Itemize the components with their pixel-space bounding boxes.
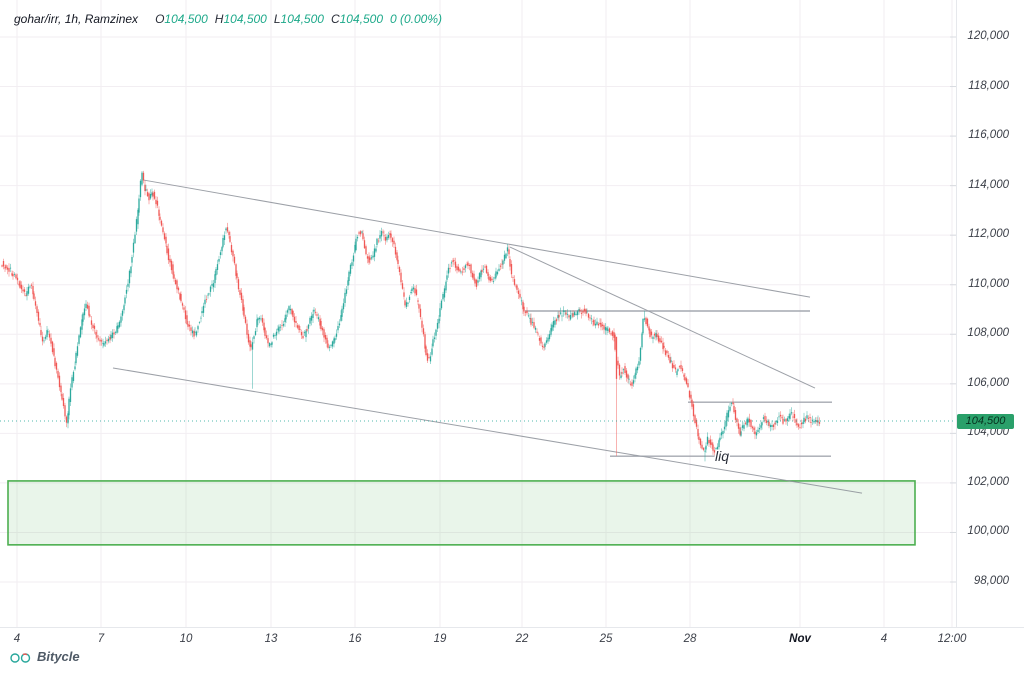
bitycle-brand-text: Bitycle xyxy=(37,649,80,664)
lower-trendline[interactable] xyxy=(112,367,863,494)
low-label: L xyxy=(273,12,281,26)
price-axis-label: 102,000 xyxy=(967,475,1009,488)
time-axis-label: 13 xyxy=(264,633,278,645)
time-axis-label: 4 xyxy=(13,633,21,645)
change-value: 0 (0.00%) xyxy=(390,12,443,26)
upper-trendline[interactable] xyxy=(142,179,811,298)
time-axis-label: 22 xyxy=(515,633,529,645)
down-candle-bodies xyxy=(1,172,821,453)
time-axis-label: 25 xyxy=(599,633,613,645)
high-value: 104,500 xyxy=(223,12,267,26)
down-candle-wicks xyxy=(1,170,820,456)
close-value: 104,500 xyxy=(339,12,383,26)
price-axis-label: 112,000 xyxy=(968,228,1009,241)
liq-label[interactable]: liq xyxy=(713,447,730,466)
inner-trendline[interactable] xyxy=(509,246,816,389)
open-value: 104,500 xyxy=(164,12,208,26)
time-axis-label: 12:00 xyxy=(937,633,967,645)
up-candle-bodies xyxy=(9,172,819,452)
time-axis-label: 19 xyxy=(433,633,447,645)
time-axis-label: 28 xyxy=(683,633,697,645)
price-axis-label: 114,000 xyxy=(968,178,1009,191)
time-axis[interactable]: 4 7 10 13 16 19 22 25 28 Nov 4 12:00 xyxy=(0,627,1024,650)
bitycle-watermark: Bitycle xyxy=(10,649,80,664)
candles xyxy=(1,170,821,462)
time-axis-label: Nov xyxy=(789,633,811,645)
price-axis-label: 110,000 xyxy=(968,277,1009,290)
time-axis-label: 4 xyxy=(880,633,888,645)
annotations xyxy=(112,179,863,494)
price-axis-label: 100,000 xyxy=(967,525,1009,538)
current-price-badge: 104,500 xyxy=(957,414,1014,429)
chart-legend: gohar/irr, 1h, Ramzinex O104,500 H104,500 L… xyxy=(14,12,442,26)
time-axis-label: 10 xyxy=(179,633,193,645)
time-axis-label: 7 xyxy=(97,633,105,645)
price-axis-label: 106,000 xyxy=(967,376,1009,389)
symbol-title[interactable]: gohar/irr, 1h, Ramzinex xyxy=(14,12,139,26)
time-axis-label: 16 xyxy=(348,633,362,645)
price-axis-label: 98,000 xyxy=(973,575,1009,587)
price-axis-label: 108,000 xyxy=(967,327,1009,340)
bitycle-logo-icon xyxy=(10,652,31,663)
high-label: H xyxy=(214,12,224,26)
price-axis-label: 104,000 xyxy=(967,426,1009,439)
low-value: 104,500 xyxy=(280,12,324,26)
price-axis-label: 118,000 xyxy=(968,79,1009,92)
price-axis-label: 120,000 xyxy=(967,30,1009,42)
price-axis-label: 116,000 xyxy=(968,129,1009,142)
open-label: O xyxy=(155,12,165,26)
close-label: C xyxy=(330,12,340,26)
demand-zone[interactable] xyxy=(7,480,916,546)
price-axis[interactable]: 120,000 118,000 116,000 114,000 112,000 110,0… xyxy=(956,0,1024,627)
